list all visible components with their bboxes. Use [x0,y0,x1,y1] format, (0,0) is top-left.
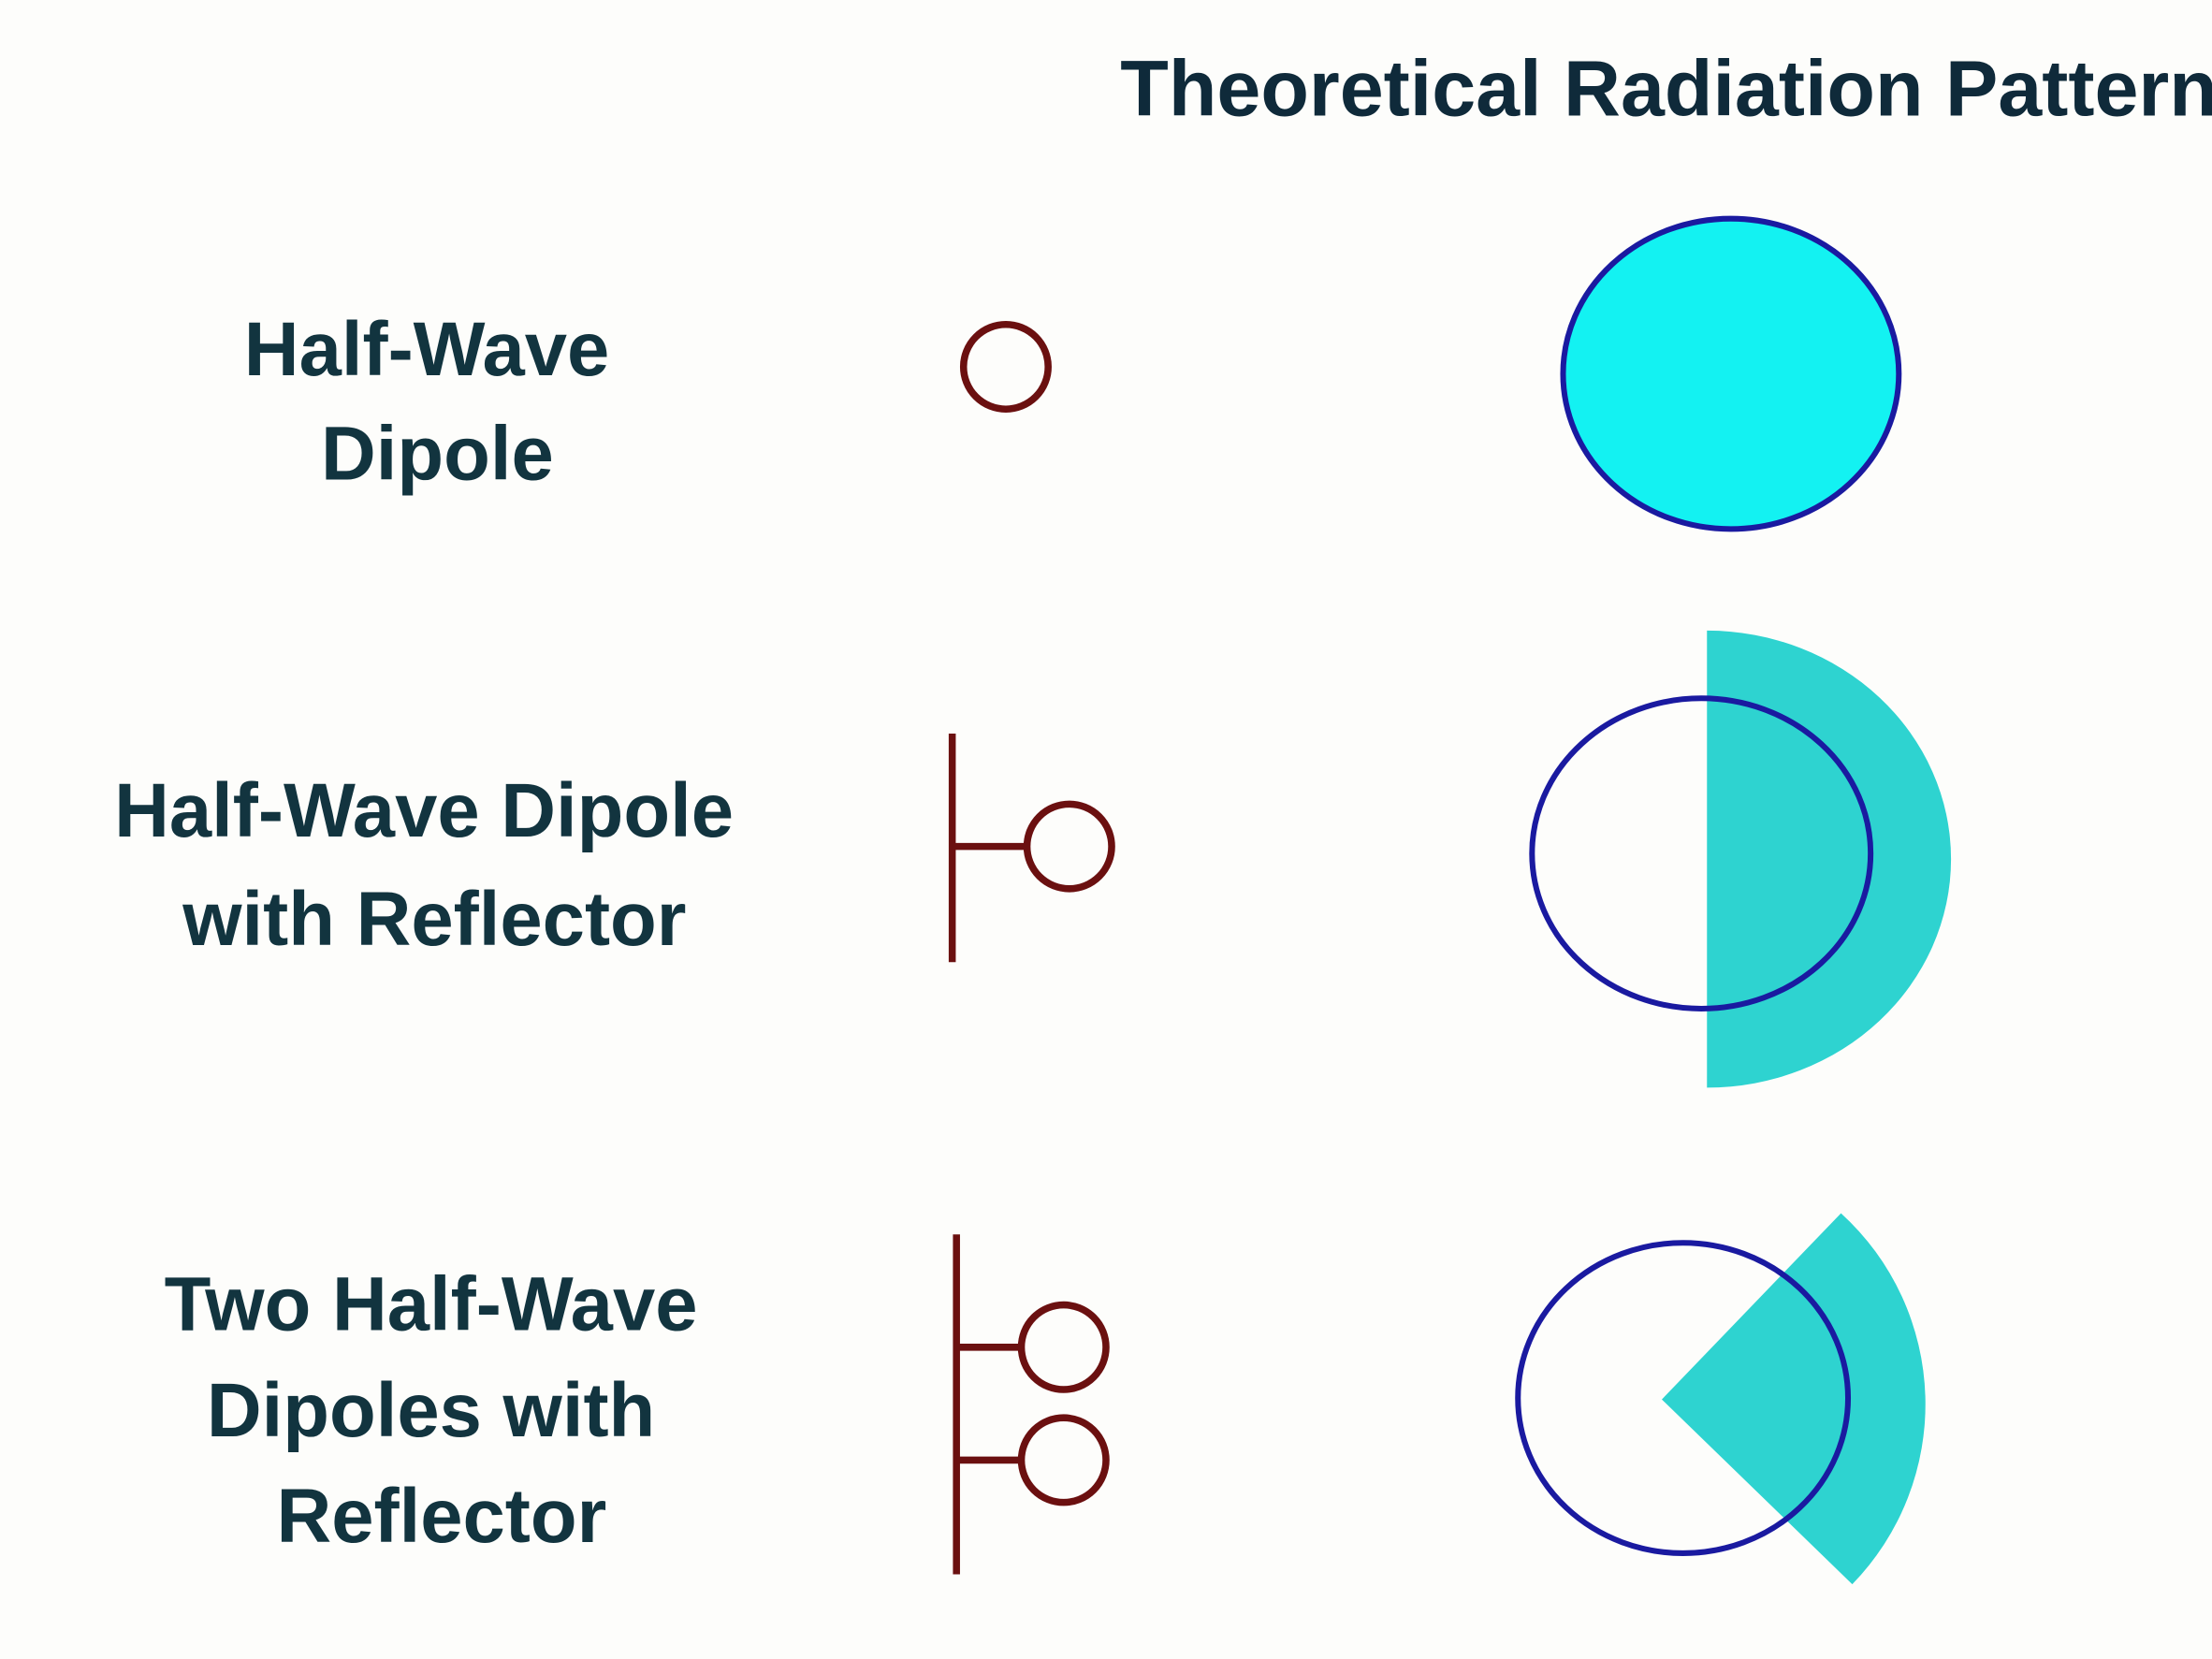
label-line: Half-Wave [244,307,610,392]
pattern-outline [1515,1240,1852,1556]
title: Theoretical Radiation Pattern [1120,45,2212,133]
label-line: Two Half-Wave [165,1262,698,1347]
pattern-lobe [1707,630,1952,1088]
two-dipole-reflector-icon [953,1234,1110,1575]
label-line: with Reflector [182,877,686,962]
reflector-dipole-icon [948,733,1115,963]
dipole [1017,1301,1110,1393]
label-line: Dipoles with [207,1368,655,1453]
pattern-outline [1529,695,1874,1011]
pattern-lobe [1662,1213,1926,1585]
label-line: Reflector [276,1474,606,1559]
row-label: Half-Wave Dipole [244,307,631,497]
label-line: Dipole [321,412,554,497]
label-line: Half-Wave Dipole [114,768,734,853]
row-label: Two Half-Wave Dipoles with Reflector [165,1262,720,1559]
row-label: Half-Wave Dipole with Reflector [114,768,755,962]
dipole [1023,800,1115,893]
pattern-omni [1560,215,1902,532]
dipole [1017,1414,1110,1506]
dipole-icon [959,320,1052,413]
